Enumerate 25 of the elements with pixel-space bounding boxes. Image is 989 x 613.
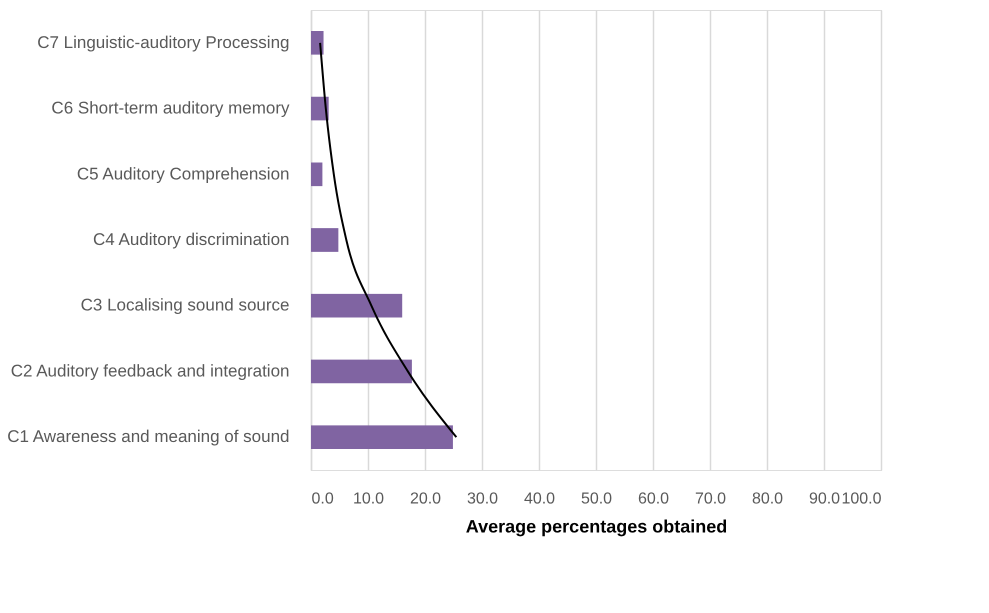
bar — [311, 31, 324, 55]
y-tick-label: C5 Auditory Comprehension — [76, 164, 290, 184]
y-tick-label: C4 Auditory discrimination — [92, 230, 290, 249]
x-tick-label: 20.0 — [410, 490, 442, 508]
y-tick-label: C3 Localising sound source — [80, 296, 290, 315]
bar — [311, 425, 453, 449]
bar — [311, 162, 322, 186]
x-tick-label: 0.0 — [312, 490, 334, 508]
x-tick-label: 80.0 — [752, 490, 784, 508]
y-tick-label: C7 Linguistic-auditory Processing — [37, 32, 290, 52]
x-axis-title: Average percentages obtained — [466, 516, 728, 536]
x-tick-label: 30.0 — [466, 490, 498, 508]
x-tick-label: 90.0 — [808, 490, 840, 508]
bar — [311, 360, 412, 384]
y-tick-label: C6 Short-term auditory memory — [51, 98, 290, 118]
x-tick-label: 50.0 — [580, 490, 612, 508]
bar — [311, 228, 338, 252]
x-tick-label: 10.0 — [352, 490, 384, 508]
y-tick-label: C2 Auditory feedback and integration — [10, 361, 290, 380]
y-tick-label: C1 Awareness and meaning of sound — [7, 427, 290, 446]
x-tick-label: 40.0 — [524, 490, 556, 508]
x-tick-label: 100.0 — [841, 490, 882, 508]
bar — [311, 294, 402, 318]
x-tick-label: 60.0 — [638, 490, 670, 508]
x-tick-label: 70.0 — [694, 490, 726, 508]
